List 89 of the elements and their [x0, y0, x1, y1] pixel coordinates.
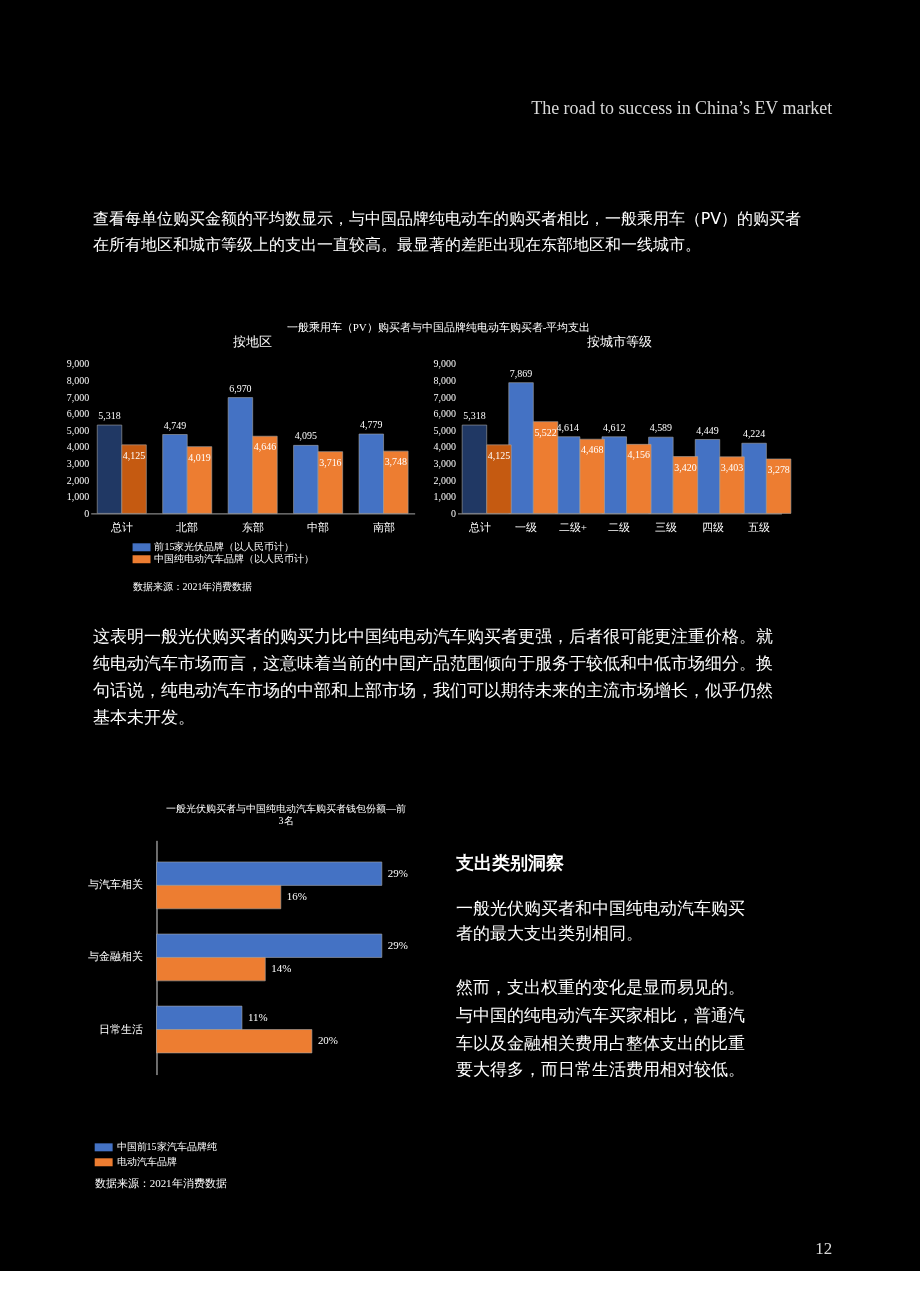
legend-label: 中国纯电动汽车品牌（以人民币计）: [154, 553, 315, 565]
x-tick-label: 总计: [467, 520, 491, 533]
x-tick-label: 东部: [241, 520, 264, 533]
text: 然而，支出权重的变化是显而易见的。: [455, 976, 745, 997]
chart-title: 按地区: [233, 333, 273, 349]
data-label: 4,095: [294, 430, 318, 442]
y-tick-label: 6,000: [66, 408, 90, 420]
data-label: 29%: [387, 938, 408, 951]
y-tick-label: 与金融相关: [88, 950, 144, 963]
data-label: 3,278: [767, 463, 790, 475]
data-label: 4,449: [696, 424, 719, 436]
x-tick-label: 四级: [701, 520, 724, 533]
y-tick-label: 9,000: [433, 358, 457, 370]
x-tick-label: 南部: [372, 520, 395, 533]
data-label: 4,646: [253, 441, 277, 453]
text: 查看每单位购买金额的平均数显示，与中国品牌纯电动车的购买者相比，一般乘用车（PV）的购买者: [92, 209, 802, 229]
y-tick-label: 日常生活: [99, 1022, 144, 1035]
x-tick-label: 二级: [608, 520, 631, 533]
data-label: 29%: [387, 866, 408, 879]
data-label: 4,125: [122, 449, 146, 461]
chart-title: 按城市等级: [586, 333, 652, 349]
data-label: 16%: [286, 890, 307, 903]
data-label: 5,318: [463, 410, 486, 422]
legend-label: 电动汽车品牌: [116, 1156, 177, 1168]
text: 在所有地区和城市等级上的支出一直较高。最显著的差距出现在东部地区和一线城市。: [92, 235, 701, 255]
data-label: 4,224: [742, 428, 766, 440]
x-tick-label: 三级: [655, 520, 678, 533]
data-label: 4,779: [360, 419, 383, 431]
data-label: 14%: [271, 962, 292, 975]
data-label: 11%: [247, 1010, 268, 1023]
y-tick-label: 7,000: [66, 391, 90, 403]
data-label: 20%: [317, 1034, 338, 1047]
y-tick-label: 8,000: [433, 374, 457, 386]
y-tick-label: 0: [451, 507, 457, 519]
data-label: 3,716: [319, 456, 342, 468]
text: 一般乘用车（PV）购买者与中国品牌纯电动车购买者-平均支出: [286, 320, 591, 333]
y-tick-label: 9,000: [66, 358, 90, 370]
y-tick-label: 5,000: [66, 424, 90, 436]
chart-title: 一般光伏购买者与中国纯电动汽车购买者钱包份额—前3名: [166, 803, 407, 827]
y-tick-label: 3,000: [433, 458, 457, 470]
y-tick-label: 8,000: [66, 374, 90, 386]
data-label: 3,420: [674, 461, 697, 473]
data-label: 3,748: [384, 456, 408, 468]
text: 要大得多，而日常生活费用相对较低。: [455, 1058, 745, 1079]
data-label: 6,970: [229, 382, 252, 394]
data-label: 4,612: [603, 421, 626, 433]
text: The road to success in China’s EV market: [531, 97, 833, 118]
data-label: 4,468: [581, 444, 604, 456]
text: 车以及金融相关费用占整体支出的比重: [455, 1032, 745, 1053]
y-tick-label: 4,000: [433, 441, 457, 453]
y-tick-label: 3,000: [66, 458, 90, 470]
data-label: 5,522: [534, 426, 557, 438]
y-tick-label: 6,000: [433, 408, 457, 420]
y-tick-label: 1,000: [66, 491, 90, 503]
text: 者的最大支出类别相同。: [455, 923, 643, 944]
x-tick-label: 二级+: [558, 520, 587, 533]
text: 句话说，纯电动汽车市场的中部和上部市场，我们可以期待未来的主流市场增长，似乎仍然: [92, 679, 773, 700]
x-tick-label: 一级: [515, 520, 538, 533]
x-tick-label: 五级: [748, 520, 771, 533]
source-note: 数据来源：2021年消费数据: [132, 581, 253, 593]
y-tick-label: 0: [84, 507, 90, 519]
text: 12: [815, 1238, 833, 1258]
data-label: 4,589: [649, 422, 673, 434]
y-tick-label: 4,000: [66, 441, 90, 453]
y-tick-label: 与汽车相关: [88, 878, 144, 891]
y-tick-label: 7,000: [433, 391, 457, 403]
y-tick-label: 2,000: [66, 474, 90, 486]
data-label: 7,869: [509, 367, 533, 379]
legend-label: 前15家光伏品牌（以人民币计）: [154, 541, 295, 553]
data-label: 4,156: [627, 449, 651, 461]
data-label: 4,749: [163, 419, 187, 431]
source-note: 数据来源：2021年消费数据: [94, 1177, 227, 1190]
text: 支出类别洞察: [454, 852, 564, 874]
y-tick-label: 1,000: [433, 491, 457, 503]
y-tick-label: 2,000: [433, 474, 457, 486]
text: 纯电动汽车市场而言，这意味着当前的中国产品范围倾向于服务于较低和中低市场细分。换: [92, 652, 773, 673]
text: 基本未开发。: [92, 706, 195, 727]
text: 一般光伏购买者和中国纯电动汽车购买: [455, 898, 745, 919]
x-tick-label: 北部: [176, 520, 199, 533]
data-label: 4,019: [188, 451, 211, 463]
data-label: 3,403: [720, 461, 744, 473]
x-tick-label: 中部: [307, 520, 330, 533]
legend-label: 中国前15家汽车品牌纯: [116, 1141, 217, 1153]
y-tick-label: 5,000: [433, 424, 457, 436]
x-tick-label: 总计: [109, 520, 133, 533]
data-label: 4,125: [487, 449, 511, 461]
text: 与中国的纯电动汽车买家相比，普通汽: [455, 1004, 745, 1025]
data-label: 5,318: [98, 410, 121, 422]
text: 这表明一般光伏购买者的购买力比中国纯电动汽车购买者更强，后者很可能更注重价格。就: [92, 625, 773, 646]
